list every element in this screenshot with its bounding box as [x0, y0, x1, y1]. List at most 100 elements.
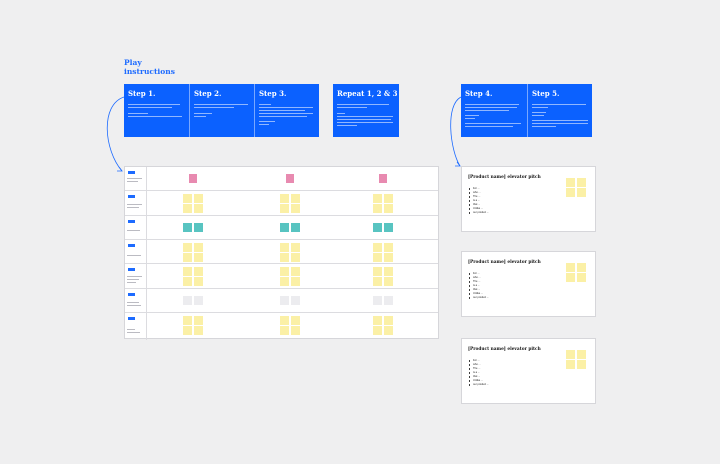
step-3-title: Step 3. [259, 89, 287, 98]
yellow-sticky[interactable] [183, 253, 192, 262]
yellow-sticky[interactable] [183, 316, 192, 325]
yellow-sticky[interactable] [384, 326, 393, 335]
yellow-sticky[interactable] [291, 243, 300, 252]
empty-sticky[interactable] [183, 296, 192, 305]
yellow-sticky[interactable] [291, 267, 300, 276]
pitch-card-title: [Product name] elevator pitch [468, 260, 541, 265]
yellow-sticky[interactable] [280, 267, 289, 276]
yellow-sticky[interactable] [291, 277, 300, 286]
yellow-sticky[interactable] [384, 316, 393, 325]
empty-sticky[interactable] [194, 296, 203, 305]
yellow-sticky[interactable] [291, 204, 300, 213]
step-3-text-line [259, 104, 271, 105]
step-5-text-line [532, 120, 588, 121]
yellow-sticky[interactable] [384, 194, 393, 203]
row-tag [128, 220, 135, 223]
pitch-bullet-list: For ... who ... The ... is a ... that ..… [468, 272, 589, 300]
empty-sticky[interactable] [280, 296, 289, 305]
yellow-sticky[interactable] [384, 253, 393, 262]
row-label [125, 191, 147, 215]
yellow-sticky[interactable] [577, 178, 586, 187]
yellow-sticky[interactable] [373, 204, 382, 213]
yellow-sticky[interactable] [291, 253, 300, 262]
yellow-sticky[interactable] [373, 316, 382, 325]
yellow-sticky[interactable] [291, 326, 300, 335]
yellow-sticky[interactable] [183, 204, 192, 213]
yellow-sticky[interactable] [183, 267, 192, 276]
yellow-sticky[interactable] [280, 204, 289, 213]
row-label [125, 167, 147, 190]
teal-sticky[interactable] [384, 223, 393, 232]
teal-sticky[interactable] [291, 223, 300, 232]
yellow-sticky[interactable] [566, 178, 575, 187]
row-label-line [127, 178, 142, 179]
yellow-sticky[interactable] [384, 243, 393, 252]
yellow-sticky[interactable] [194, 316, 203, 325]
pitch-bullet: is a ... [468, 284, 589, 288]
yellow-sticky[interactable] [384, 204, 393, 213]
yellow-sticky[interactable] [280, 316, 289, 325]
yellow-sticky[interactable] [577, 273, 586, 282]
yellow-sticky[interactable] [373, 243, 382, 252]
yellow-sticky[interactable] [183, 243, 192, 252]
pitch-bullet: is a ... [468, 199, 589, 203]
step-2-text-line [194, 113, 212, 114]
yellow-sticky[interactable] [577, 360, 586, 369]
yellow-sticky[interactable] [280, 326, 289, 335]
yellow-sticky[interactable] [566, 263, 575, 272]
yellow-sticky[interactable] [194, 277, 203, 286]
teal-sticky[interactable] [194, 223, 203, 232]
yellow-sticky[interactable] [194, 253, 203, 262]
yellow-sticky[interactable] [280, 277, 289, 286]
yellow-sticky[interactable] [280, 194, 289, 203]
yellow-sticky[interactable] [373, 326, 382, 335]
yellow-sticky[interactable] [577, 350, 586, 359]
row-label-line [127, 255, 141, 256]
row-tag [128, 171, 135, 174]
yellow-sticky[interactable] [566, 360, 575, 369]
yellow-sticky[interactable] [373, 194, 382, 203]
step-1-title: Step 1. [128, 89, 156, 98]
pitch-bullet: Unlike ... [468, 292, 589, 296]
yellow-sticky[interactable] [280, 243, 289, 252]
yellow-sticky[interactable] [291, 316, 300, 325]
empty-sticky[interactable] [291, 296, 300, 305]
yellow-sticky[interactable] [373, 267, 382, 276]
yellow-sticky[interactable] [566, 188, 575, 197]
pitch-card-2: [Product name] elevator pitch For ... wh… [461, 251, 596, 317]
pink-sticky[interactable] [379, 174, 387, 183]
teal-sticky[interactable] [183, 223, 192, 232]
row-tag [128, 317, 135, 320]
yellow-sticky[interactable] [194, 204, 203, 213]
pink-sticky[interactable] [286, 174, 294, 183]
yellow-sticky[interactable] [373, 253, 382, 262]
row-label-line [127, 305, 141, 306]
step-3-text-line [259, 124, 269, 125]
empty-sticky[interactable] [373, 296, 382, 305]
yellow-sticky[interactable] [291, 194, 300, 203]
yellow-sticky[interactable] [183, 194, 192, 203]
yellow-sticky[interactable] [194, 267, 203, 276]
teal-sticky[interactable] [280, 223, 289, 232]
pink-sticky[interactable] [189, 174, 197, 183]
teal-sticky[interactable] [373, 223, 382, 232]
step-1-text-line [128, 113, 148, 114]
yellow-sticky[interactable] [183, 326, 192, 335]
yellow-sticky[interactable] [384, 267, 393, 276]
row-label [125, 264, 147, 288]
yellow-sticky[interactable] [566, 350, 575, 359]
yellow-sticky[interactable] [194, 243, 203, 252]
pitch-bullet: that ... [468, 288, 589, 292]
row-label [125, 216, 147, 239]
yellow-sticky[interactable] [577, 188, 586, 197]
yellow-sticky[interactable] [373, 277, 382, 286]
empty-sticky[interactable] [384, 296, 393, 305]
yellow-sticky[interactable] [194, 326, 203, 335]
yellow-sticky[interactable] [194, 194, 203, 203]
yellow-sticky[interactable] [183, 277, 192, 286]
yellow-sticky[interactable] [384, 277, 393, 286]
title-line-1: Play [124, 58, 142, 67]
yellow-sticky[interactable] [280, 253, 289, 262]
yellow-sticky[interactable] [577, 263, 586, 272]
yellow-sticky[interactable] [566, 273, 575, 282]
